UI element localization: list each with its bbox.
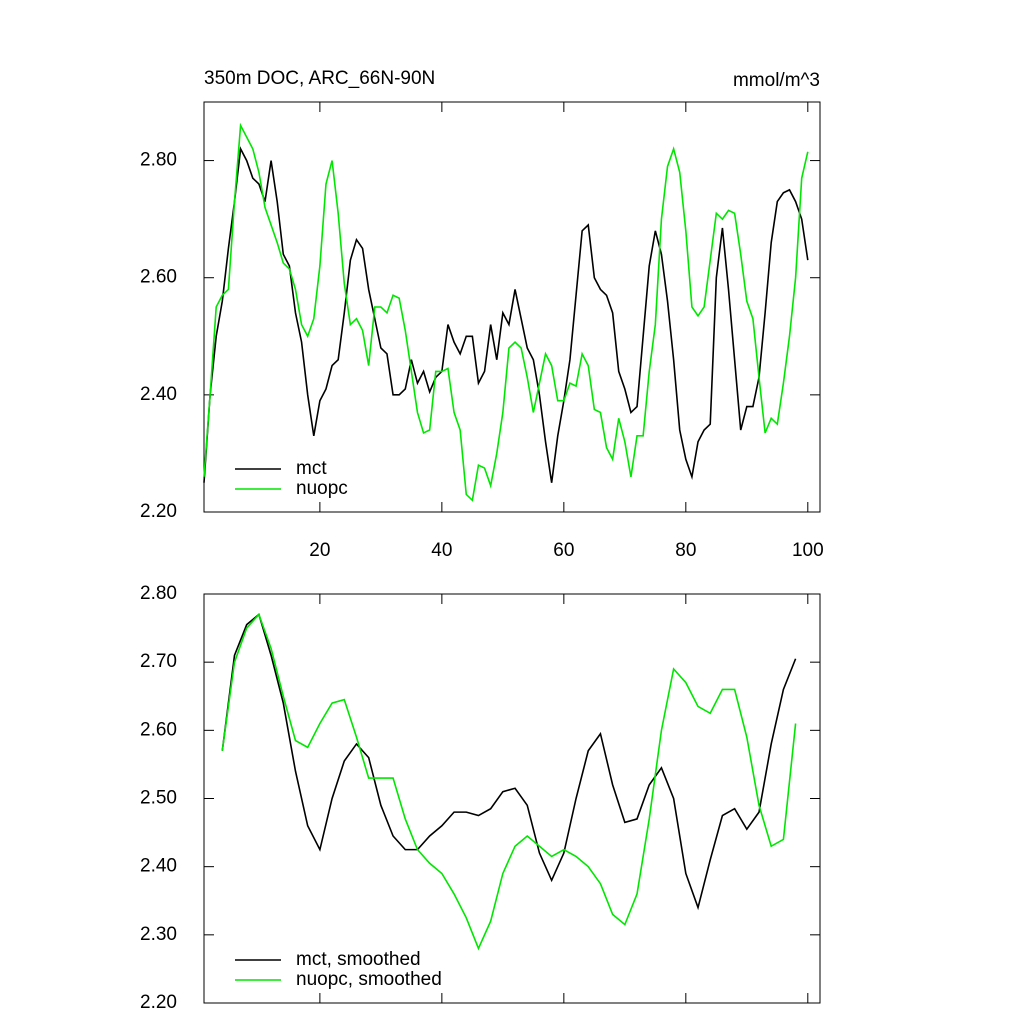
x-tick-label: 40 xyxy=(431,540,452,561)
data-line xyxy=(221,613,797,911)
legend-label: mct xyxy=(296,458,327,479)
x-tick-label: 80 xyxy=(675,540,696,561)
legend-label: nuopc xyxy=(296,478,348,499)
data-line xyxy=(203,122,809,502)
y-tick-label: 2.80 xyxy=(140,150,177,171)
x-tick-label: 60 xyxy=(553,540,574,561)
y-tick-label: 2.40 xyxy=(140,856,177,877)
x-tick-label: 100 xyxy=(792,540,824,561)
legend-label: mct, smoothed xyxy=(296,949,421,970)
y-tick-label: 2.60 xyxy=(140,267,177,288)
y-tick-label: 2.40 xyxy=(140,384,177,405)
y-tick-label: 2.70 xyxy=(140,651,177,672)
units-label: mmol/m^3 xyxy=(733,70,820,91)
y-tick-label: 2.20 xyxy=(140,992,177,1013)
x-tick-label: 20 xyxy=(309,540,330,561)
y-tick-label: 2.80 xyxy=(140,583,177,604)
data-line xyxy=(203,146,809,483)
plot-frame xyxy=(203,101,821,513)
y-tick-label: 2.60 xyxy=(140,719,177,740)
y-tick-label: 2.30 xyxy=(140,924,177,945)
y-tick-label: 2.50 xyxy=(140,788,177,809)
data-line xyxy=(221,612,797,951)
legend-label: nuopc, smoothed xyxy=(296,969,442,990)
chart-title: 350m DOC, ARC_66N-90N xyxy=(204,68,435,89)
y-tick-label: 2.20 xyxy=(140,501,177,522)
